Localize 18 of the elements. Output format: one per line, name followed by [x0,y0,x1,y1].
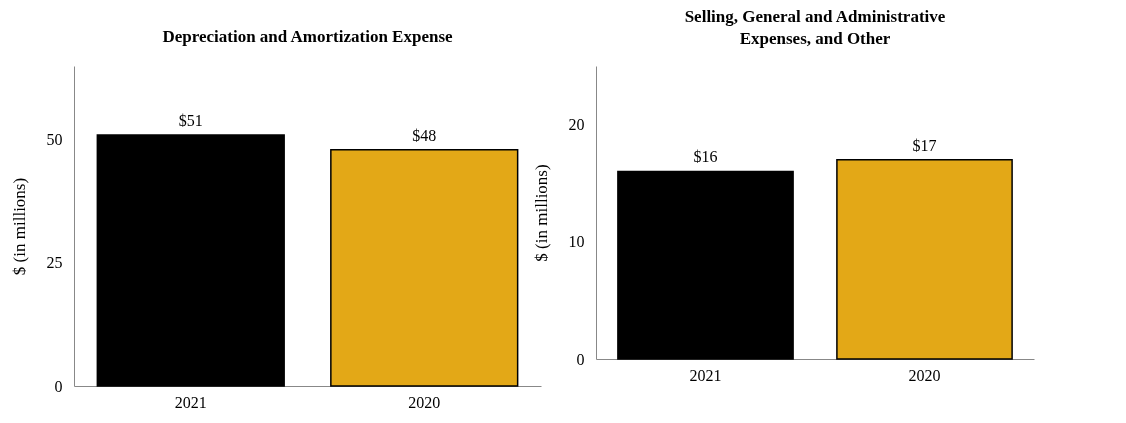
y-axis-title: $ (in millions) [9,177,29,276]
data-label: $51 [178,111,203,129]
y-tick-label: 10 [568,233,585,251]
x-tick-label: 2021 [174,393,207,411]
chart-title: Selling, General and Administrative Expenses, and Other [684,7,946,48]
y-tick-label: 25 [46,254,63,272]
data-label: $48 [412,126,437,144]
y-axis-title: $ (in millions) [531,164,551,262]
y-tick-label: 50 [46,131,63,149]
x-tick-label: 2020 [908,366,941,384]
y-tick-label: 0 [54,377,63,395]
x-tick-label: 2021 [689,366,722,384]
data-label: $16 [693,148,718,166]
y-tick-label: 0 [576,350,585,368]
x-tick-label: 2020 [408,393,441,411]
chart-title: Depreciation and Amortization Expense [162,27,453,46]
data-label: $17 [912,136,937,154]
y-tick-label: 20 [568,116,585,134]
